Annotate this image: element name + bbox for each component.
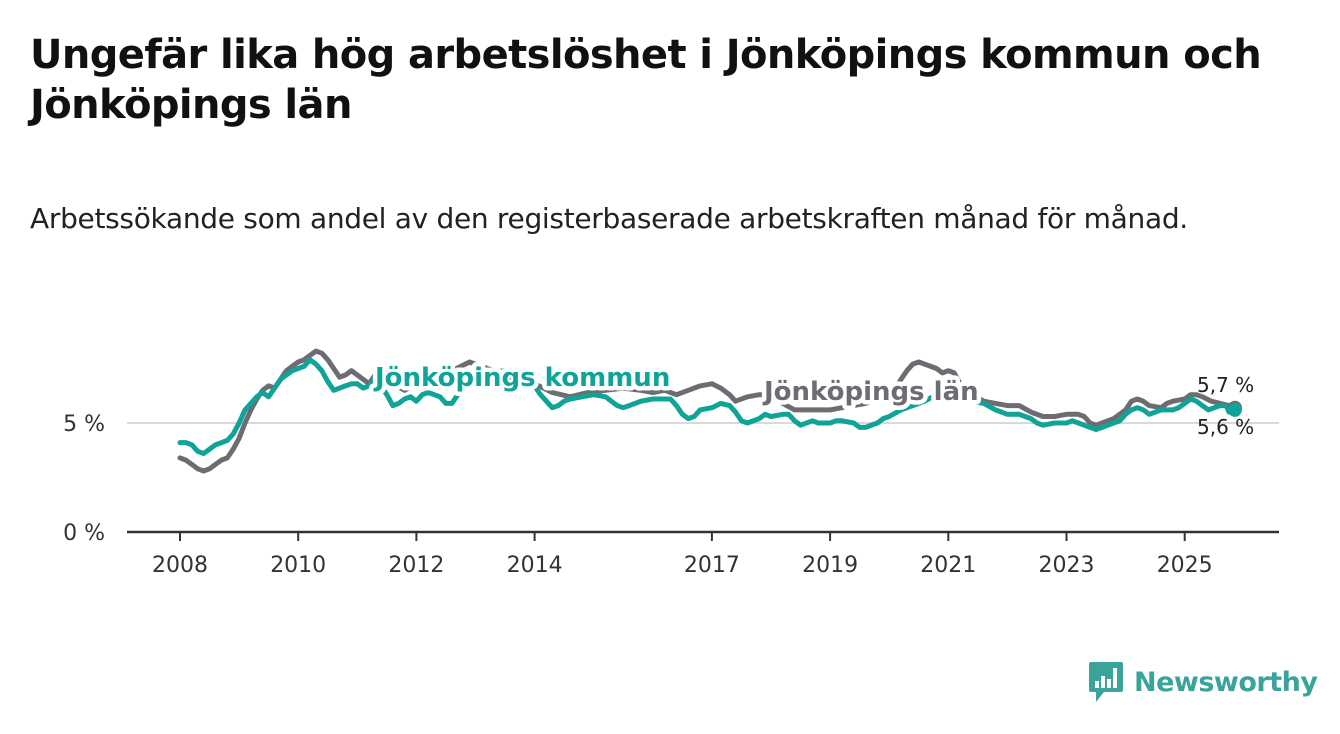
series-line-lan — [177, 348, 1238, 474]
newsworthy-logo-text: Newsworthy — [1134, 666, 1318, 698]
x-tick-label: 2012 — [388, 553, 444, 578]
newsworthy-logo: Newsworthy — [1088, 660, 1318, 704]
series-endpoint-kommun — [1227, 402, 1242, 417]
grid-layer: 0 % 5 % 2008 2010 2012 2014 2017 2019 2021 2023 20… — [63, 412, 1279, 578]
series-label-halo: Jönköpings län — [762, 377, 979, 407]
series-label-halo: Jönköpings kommun — [373, 363, 670, 393]
chart-subtitle: Arbetssökande som andel av den registerb… — [30, 202, 1188, 235]
end-label-lan: 5,7 % — [1197, 373, 1254, 397]
x-tick-label: 2010 — [270, 553, 326, 578]
x-tick-label: 2008 — [152, 553, 208, 578]
series-layer — [177, 348, 1242, 474]
chart-title: Ungefär lika hög arbetslöshet i Jönköpin… — [30, 32, 1262, 128]
end-label-kommun: 5,6 % — [1197, 415, 1254, 439]
y-tick-label: 5 % — [63, 412, 105, 437]
newsworthy-logo-icon — [1089, 662, 1123, 702]
y-tick-label: 0 % — [63, 521, 105, 546]
x-tick-label: 2021 — [920, 553, 976, 578]
series-line-kommun — [177, 357, 1238, 456]
x-tick-label: 2025 — [1157, 553, 1213, 578]
x-tick-label: 2014 — [507, 553, 563, 578]
x-tick-label: 2019 — [802, 553, 858, 578]
series-label-lan: Jönköpings län — [762, 377, 979, 407]
series-label-kommun: Jönköpings kommun — [373, 363, 670, 393]
x-tick-label: 2023 — [1039, 553, 1095, 578]
x-tick-label: 2017 — [684, 553, 740, 578]
